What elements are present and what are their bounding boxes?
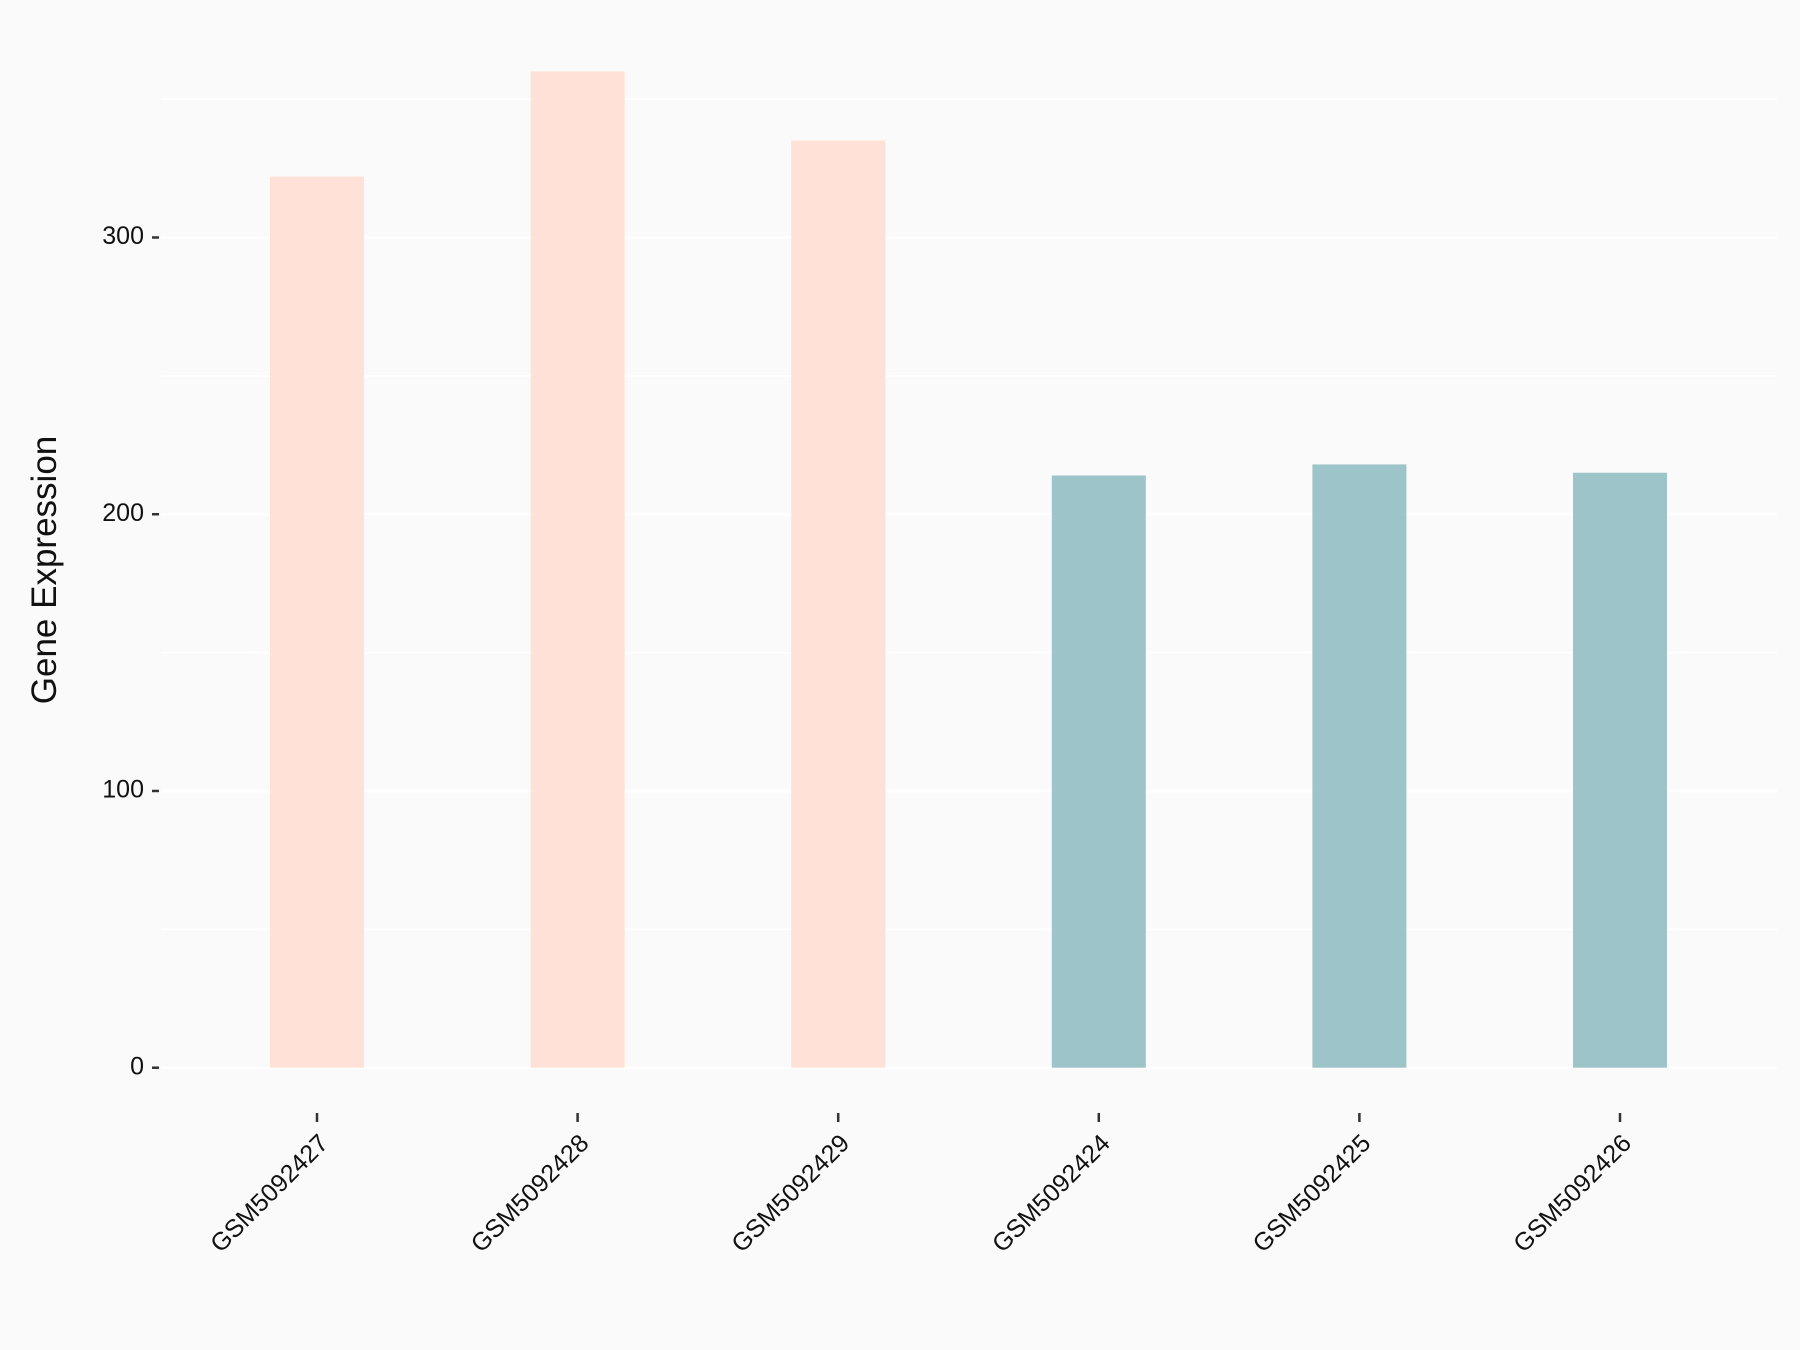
y-axis-label: Gene Expression xyxy=(25,436,64,704)
x-tick-label: GSM5092425 xyxy=(1247,1129,1376,1258)
x-tick-label: GSM5092424 xyxy=(987,1129,1116,1258)
bar xyxy=(530,71,625,1068)
y-tick-label: 200 xyxy=(102,499,144,527)
y-tick-label: 0 xyxy=(130,1052,144,1080)
bar xyxy=(1573,472,1667,1068)
bar xyxy=(270,176,364,1068)
x-tick-label: GSM5092429 xyxy=(726,1129,855,1258)
x-tick-label: GSM5092428 xyxy=(466,1129,595,1258)
bar xyxy=(791,140,886,1068)
y-tick-label: 300 xyxy=(102,222,144,250)
bar xyxy=(1051,475,1146,1068)
x-tick-label: GSM5092427 xyxy=(205,1129,334,1258)
bar xyxy=(1312,464,1407,1068)
x-tick-label: GSM5092426 xyxy=(1508,1129,1637,1258)
y-tick-label: 100 xyxy=(102,776,144,804)
